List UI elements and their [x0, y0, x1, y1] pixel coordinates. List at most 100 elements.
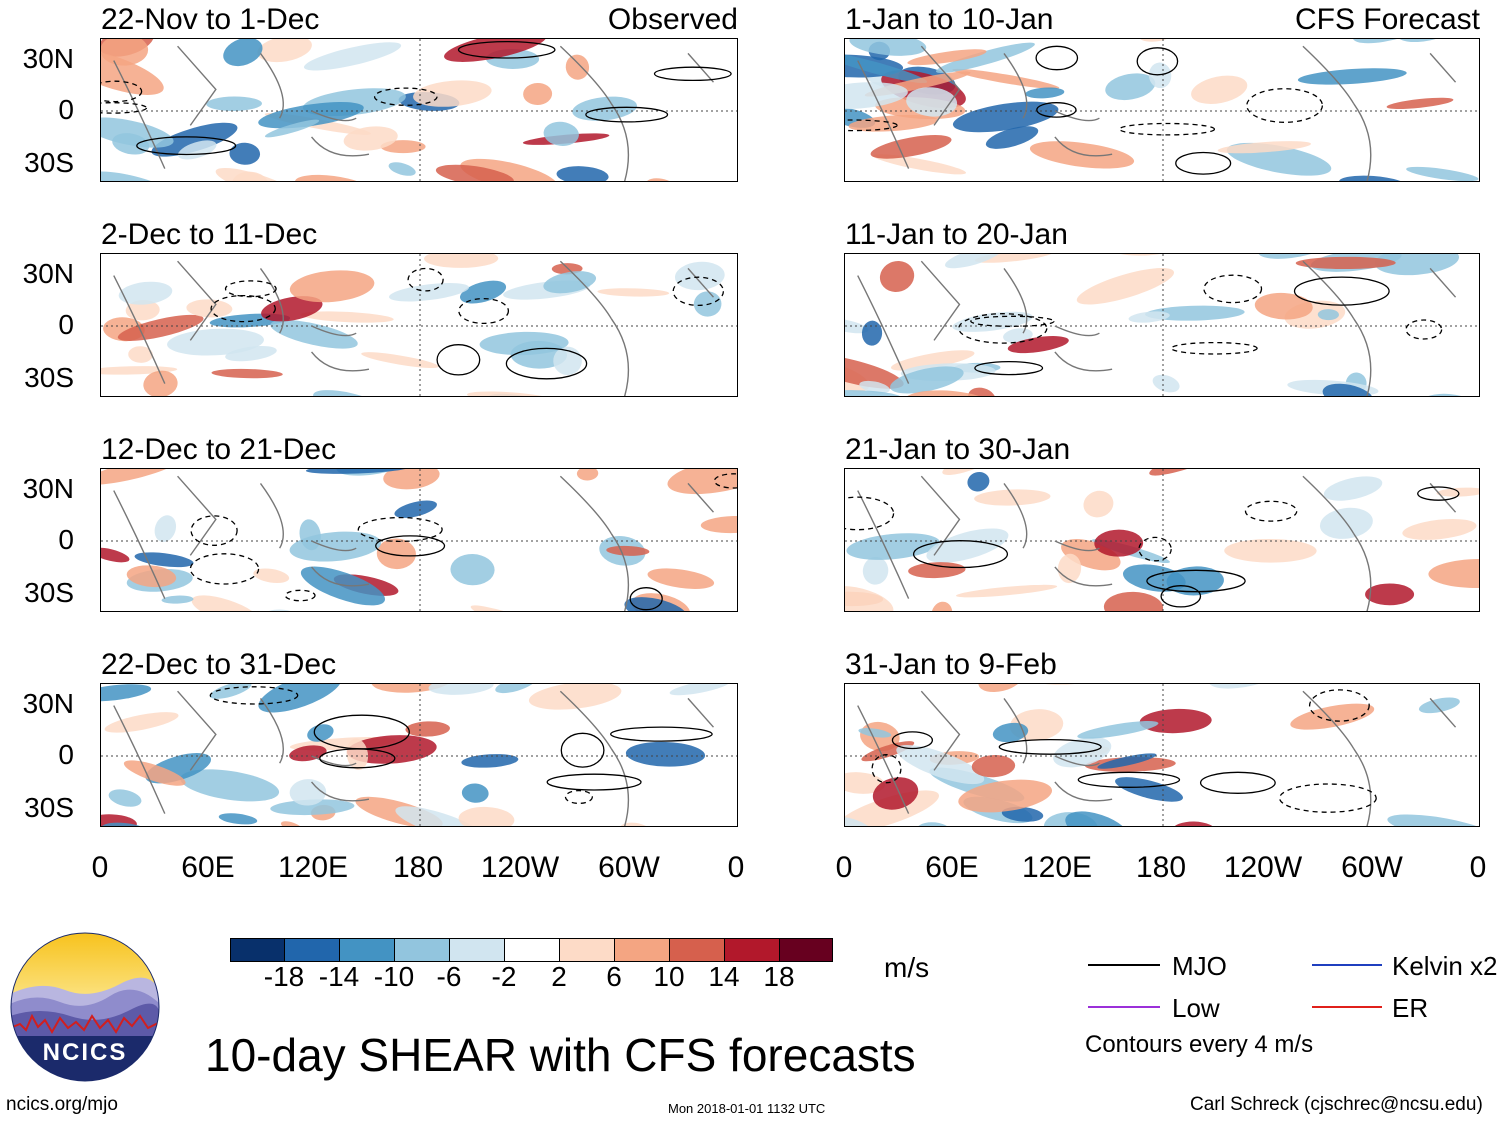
- shear-shading: [209, 684, 252, 699]
- mjo-contour: [845, 119, 898, 132]
- shear-shading: [1374, 254, 1460, 276]
- coastline: [259, 52, 284, 119]
- shear-shading: [376, 538, 416, 570]
- panel-title: 2-Dec to 11-Dec: [101, 218, 318, 251]
- shear-shading: [444, 39, 547, 62]
- coastline: [1353, 318, 1372, 396]
- shear-shading: [1402, 518, 1477, 540]
- coastline: [1054, 325, 1100, 337]
- shear-shading: [1436, 487, 1479, 497]
- lat-label-eq: 0: [58, 94, 74, 125]
- coastline: [1429, 52, 1457, 83]
- mjo-contour: [375, 535, 446, 557]
- shear-shading: [858, 728, 892, 738]
- coastline: [1054, 136, 1113, 157]
- shear-shading: [1094, 529, 1144, 557]
- shear-shading: [958, 779, 1053, 813]
- shear-shading: [1395, 39, 1460, 43]
- colorbar-swatch: [669, 938, 725, 962]
- coastline: [259, 267, 284, 334]
- coastline: [920, 260, 961, 341]
- shear-shading: [470, 605, 575, 611]
- shear-shading: [1145, 305, 1245, 321]
- colorbar-swatch: [559, 938, 615, 962]
- coastline: [113, 705, 166, 814]
- cfs-forecast-label: CFS Forecast: [1294, 3, 1480, 36]
- mjo-contour: [436, 344, 481, 376]
- shear-shading: [313, 390, 387, 396]
- shear-shading: [388, 162, 416, 176]
- colorbar-swatch: [779, 938, 833, 962]
- shear-shading: [1297, 68, 1407, 85]
- lat-label-eq: 0: [58, 309, 74, 340]
- colorbar-tick: 14: [708, 961, 740, 992]
- mjo-contour: [209, 686, 299, 705]
- shear-shading: [845, 52, 928, 84]
- colorbar-tick: -18: [263, 961, 305, 992]
- shear-shading: [908, 562, 966, 579]
- shear-shading: [553, 346, 582, 376]
- shear-shading: [1007, 336, 1069, 354]
- shear-shading: [1076, 268, 1175, 305]
- mjo-contour: [407, 267, 444, 292]
- mjo-contour: [1308, 689, 1370, 722]
- coastline: [610, 533, 630, 611]
- shear-shading: [845, 390, 903, 396]
- colorbar-swatch: [230, 938, 285, 962]
- shear-shading: [1217, 141, 1311, 154]
- shear-shading: [845, 586, 894, 611]
- footer-link[interactable]: ncics.org/mjo: [6, 1094, 118, 1115]
- mjo-contour: [1203, 274, 1263, 304]
- shear-shading: [428, 684, 494, 695]
- lon-label: 0: [835, 851, 853, 884]
- shear-shading: [1387, 814, 1479, 826]
- shear-shading: [346, 738, 369, 770]
- shear-shading: [347, 735, 437, 764]
- shear-shading: [618, 822, 655, 826]
- coastline: [559, 475, 613, 535]
- coastline: [1302, 690, 1355, 750]
- ncics-logo: NCICS: [10, 932, 160, 1082]
- mjo-contour: [1036, 102, 1077, 118]
- logo-text: NCICS: [43, 1039, 128, 1066]
- mjo-contour: [1199, 771, 1276, 794]
- shear-shading: [870, 135, 952, 159]
- coastline: [1353, 748, 1372, 826]
- mjo-contour: [1077, 771, 1181, 788]
- lon-label: 0: [1469, 851, 1487, 884]
- shear-shading: [1338, 175, 1408, 181]
- shear-shading: [700, 516, 737, 534]
- shear-shading: [1290, 703, 1375, 730]
- mjo-contour: [629, 587, 663, 611]
- shear-shading: [1418, 697, 1460, 714]
- legend-line-low: [1088, 1006, 1160, 1008]
- shear-shading: [1254, 292, 1313, 320]
- footer-author: Carl Schreck (cjschrec@ncsu.edu): [1190, 1094, 1483, 1115]
- legend-label-low: Low: [1172, 993, 1220, 1023]
- shear-shading: [289, 270, 375, 303]
- legend-label-mjo: MJO: [1172, 951, 1227, 981]
- shear-shading: [270, 320, 358, 349]
- shear-shading: [674, 261, 725, 291]
- colorbar-swatch: [614, 938, 670, 962]
- shear-shading: [394, 500, 437, 518]
- shear-shading: [597, 288, 670, 297]
- shear-shading: [361, 352, 439, 369]
- main-title: 10-day SHEAR with CFS forecasts: [205, 1029, 916, 1081]
- panel-title: 12-Dec to 21-Dec: [101, 433, 337, 466]
- shear-shading: [1386, 97, 1454, 110]
- shear-shading: [1060, 684, 1153, 687]
- coastline: [310, 351, 370, 372]
- shear-shading: [992, 722, 1029, 743]
- shear-shading: [669, 684, 730, 696]
- lon-label: 120E: [1021, 851, 1093, 884]
- shear-shading: [1001, 806, 1044, 822]
- mjo-contour: [210, 294, 276, 323]
- coastline: [857, 275, 910, 384]
- colorbar-tick: -14: [318, 961, 360, 992]
- coastline: [1054, 110, 1100, 122]
- coastline: [1054, 566, 1113, 587]
- shear-shading: [257, 39, 312, 63]
- shear-shading: [229, 142, 261, 165]
- shear-shading: [1003, 328, 1033, 344]
